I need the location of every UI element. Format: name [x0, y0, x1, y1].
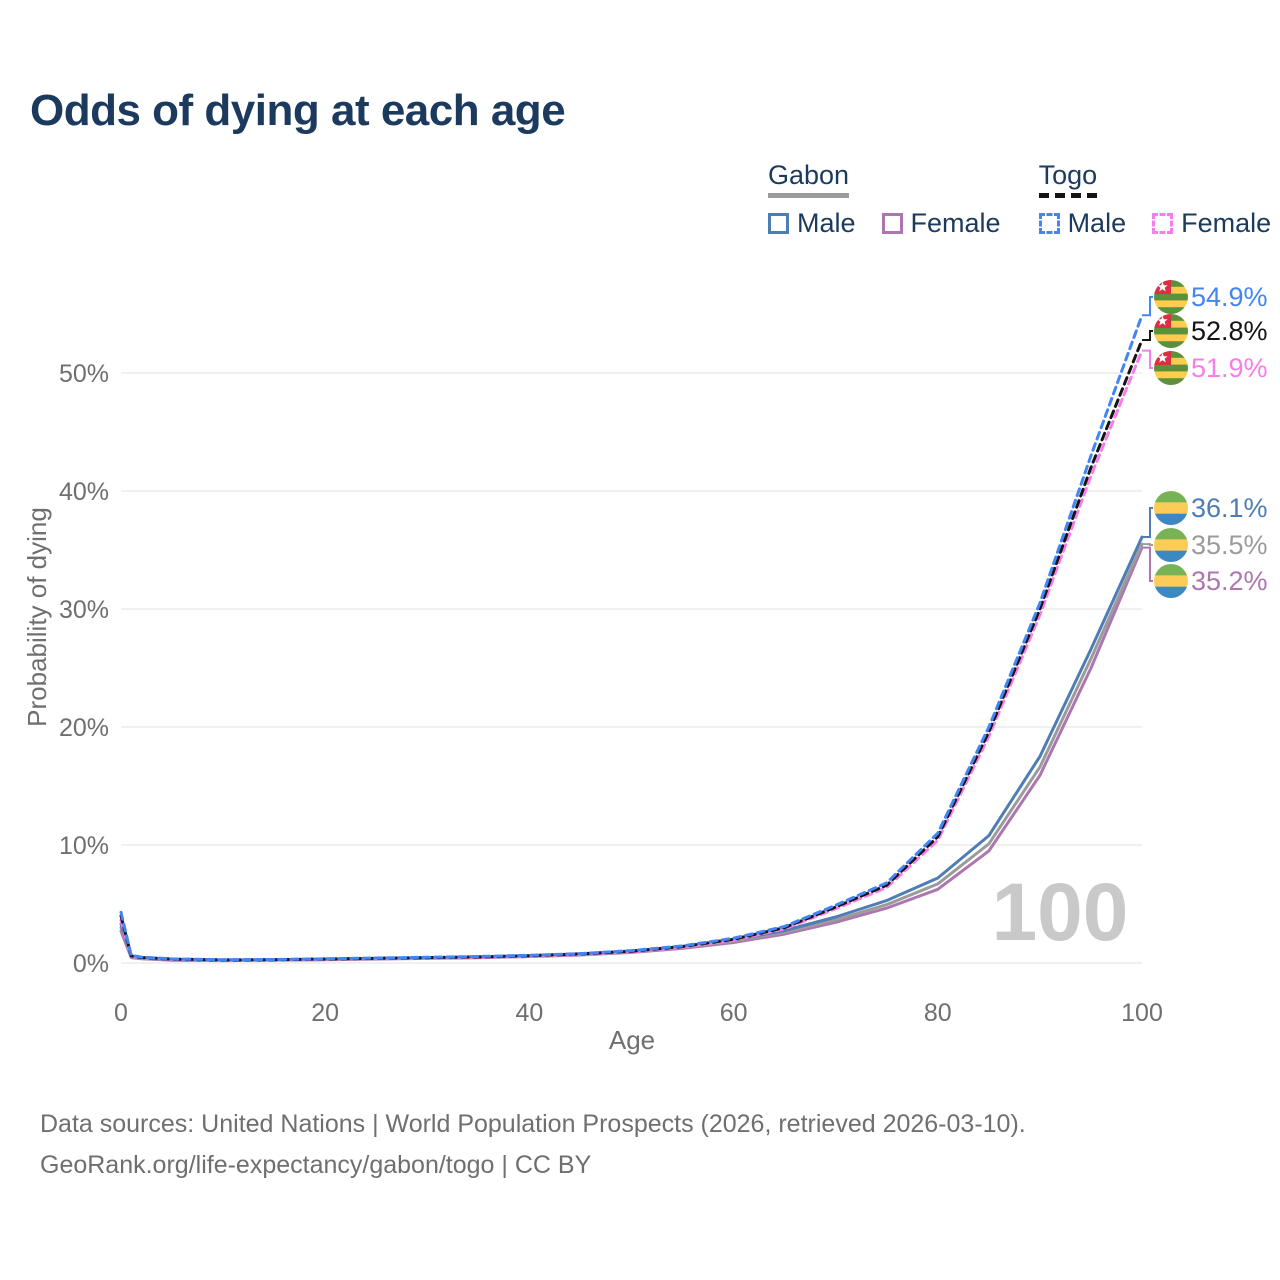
end-label-connector — [1142, 349, 1153, 369]
end-label-gabon-male: 36.1% — [1191, 493, 1268, 523]
y-tick-label: 30% — [59, 596, 109, 624]
y-tick-label: 40% — [59, 478, 109, 506]
legend: Gabon Male Female Togo Male Female — [768, 160, 1271, 239]
end-label-connector — [1142, 546, 1153, 582]
end-label-togo-female: 51.9% — [1191, 353, 1268, 383]
end-label-gabon-female: 35.2% — [1191, 566, 1268, 596]
legend-item-gabon-male[interactable]: Male — [768, 208, 856, 239]
legend-group-togo: Togo Male Female — [1038, 160, 1271, 239]
legend-group-gabon: Gabon Male Female — [768, 160, 1001, 239]
series-line-gabon-all[interactable] — [119, 542, 1144, 962]
gabon-flag-icon — [1154, 491, 1188, 525]
end-label-connector — [1142, 507, 1153, 538]
legend-item-togo-female[interactable]: Female — [1152, 208, 1271, 239]
x-tick-label: 20 — [311, 999, 339, 1027]
chart-title: Odds of dying at each age — [30, 86, 566, 135]
gabon-flag-icon — [1154, 564, 1188, 598]
y-tick-label: 50% — [59, 360, 109, 388]
end-label-togo-all: 52.8% — [1191, 316, 1268, 346]
x-tick-label: 0 — [114, 999, 128, 1027]
legend-swatch-icon — [881, 213, 903, 234]
x-tick-label: 40 — [515, 999, 543, 1027]
gabon-flag-icon — [1154, 528, 1188, 562]
legend-item-label: Female — [910, 208, 1001, 238]
y-axis-title: Probability of dying — [22, 507, 52, 727]
legend-item-label: Female — [1181, 208, 1272, 238]
y-tick-label: 10% — [59, 832, 109, 860]
legend-swatch-icon — [768, 213, 789, 234]
legend-item-label: Male — [797, 208, 856, 238]
legend-country-label[interactable]: Gabon — [768, 160, 850, 198]
legend-item-togo-male[interactable]: Male — [1038, 208, 1127, 239]
legend-item-gabon-female[interactable]: Female — [881, 208, 1001, 239]
footer: Data sources: United Nations | World Pop… — [40, 1104, 1026, 1186]
legend-item-label: Male — [1067, 208, 1127, 238]
end-label-connector — [1142, 330, 1153, 341]
watermark-age-100: 100 — [992, 867, 1129, 958]
series-line-togo-all[interactable] — [119, 338, 1144, 962]
y-tick-label: 20% — [59, 714, 109, 742]
end-label-togo-male: 54.9% — [1191, 282, 1268, 312]
legend-items-row: Male Female — [1038, 208, 1271, 239]
footer-source-line: Data sources: United Nations | World Pop… — [40, 1110, 1026, 1138]
series-line-gabon-male[interactable] — [119, 535, 1144, 962]
end-label-connector — [1142, 543, 1153, 546]
series-line-togo-female[interactable] — [119, 349, 1144, 962]
x-tick-label: 80 — [924, 999, 952, 1027]
togo-flag-icon — [1154, 351, 1188, 385]
legend-items-row: Male Female — [768, 208, 1001, 239]
legend-swatch-icon — [1038, 213, 1060, 234]
x-tick-label: 100 — [1121, 999, 1163, 1027]
x-axis-title: Age — [609, 1025, 655, 1055]
legend-swatch-icon — [1152, 213, 1174, 234]
legend-country-label[interactable]: Togo — [1038, 160, 1098, 198]
end-label-connector — [1142, 296, 1153, 317]
x-tick-label: 60 — [720, 999, 748, 1027]
togo-flag-icon — [1154, 280, 1188, 314]
footer-link-line[interactable]: GeoRank.org/life-expectancy/gabon/togo |… — [40, 1151, 592, 1179]
togo-flag-icon — [1154, 314, 1188, 348]
y-tick-label: 0% — [73, 950, 109, 978]
series-line-togo-male[interactable] — [119, 313, 1144, 962]
end-label-gabon-all: 35.5% — [1191, 530, 1268, 560]
